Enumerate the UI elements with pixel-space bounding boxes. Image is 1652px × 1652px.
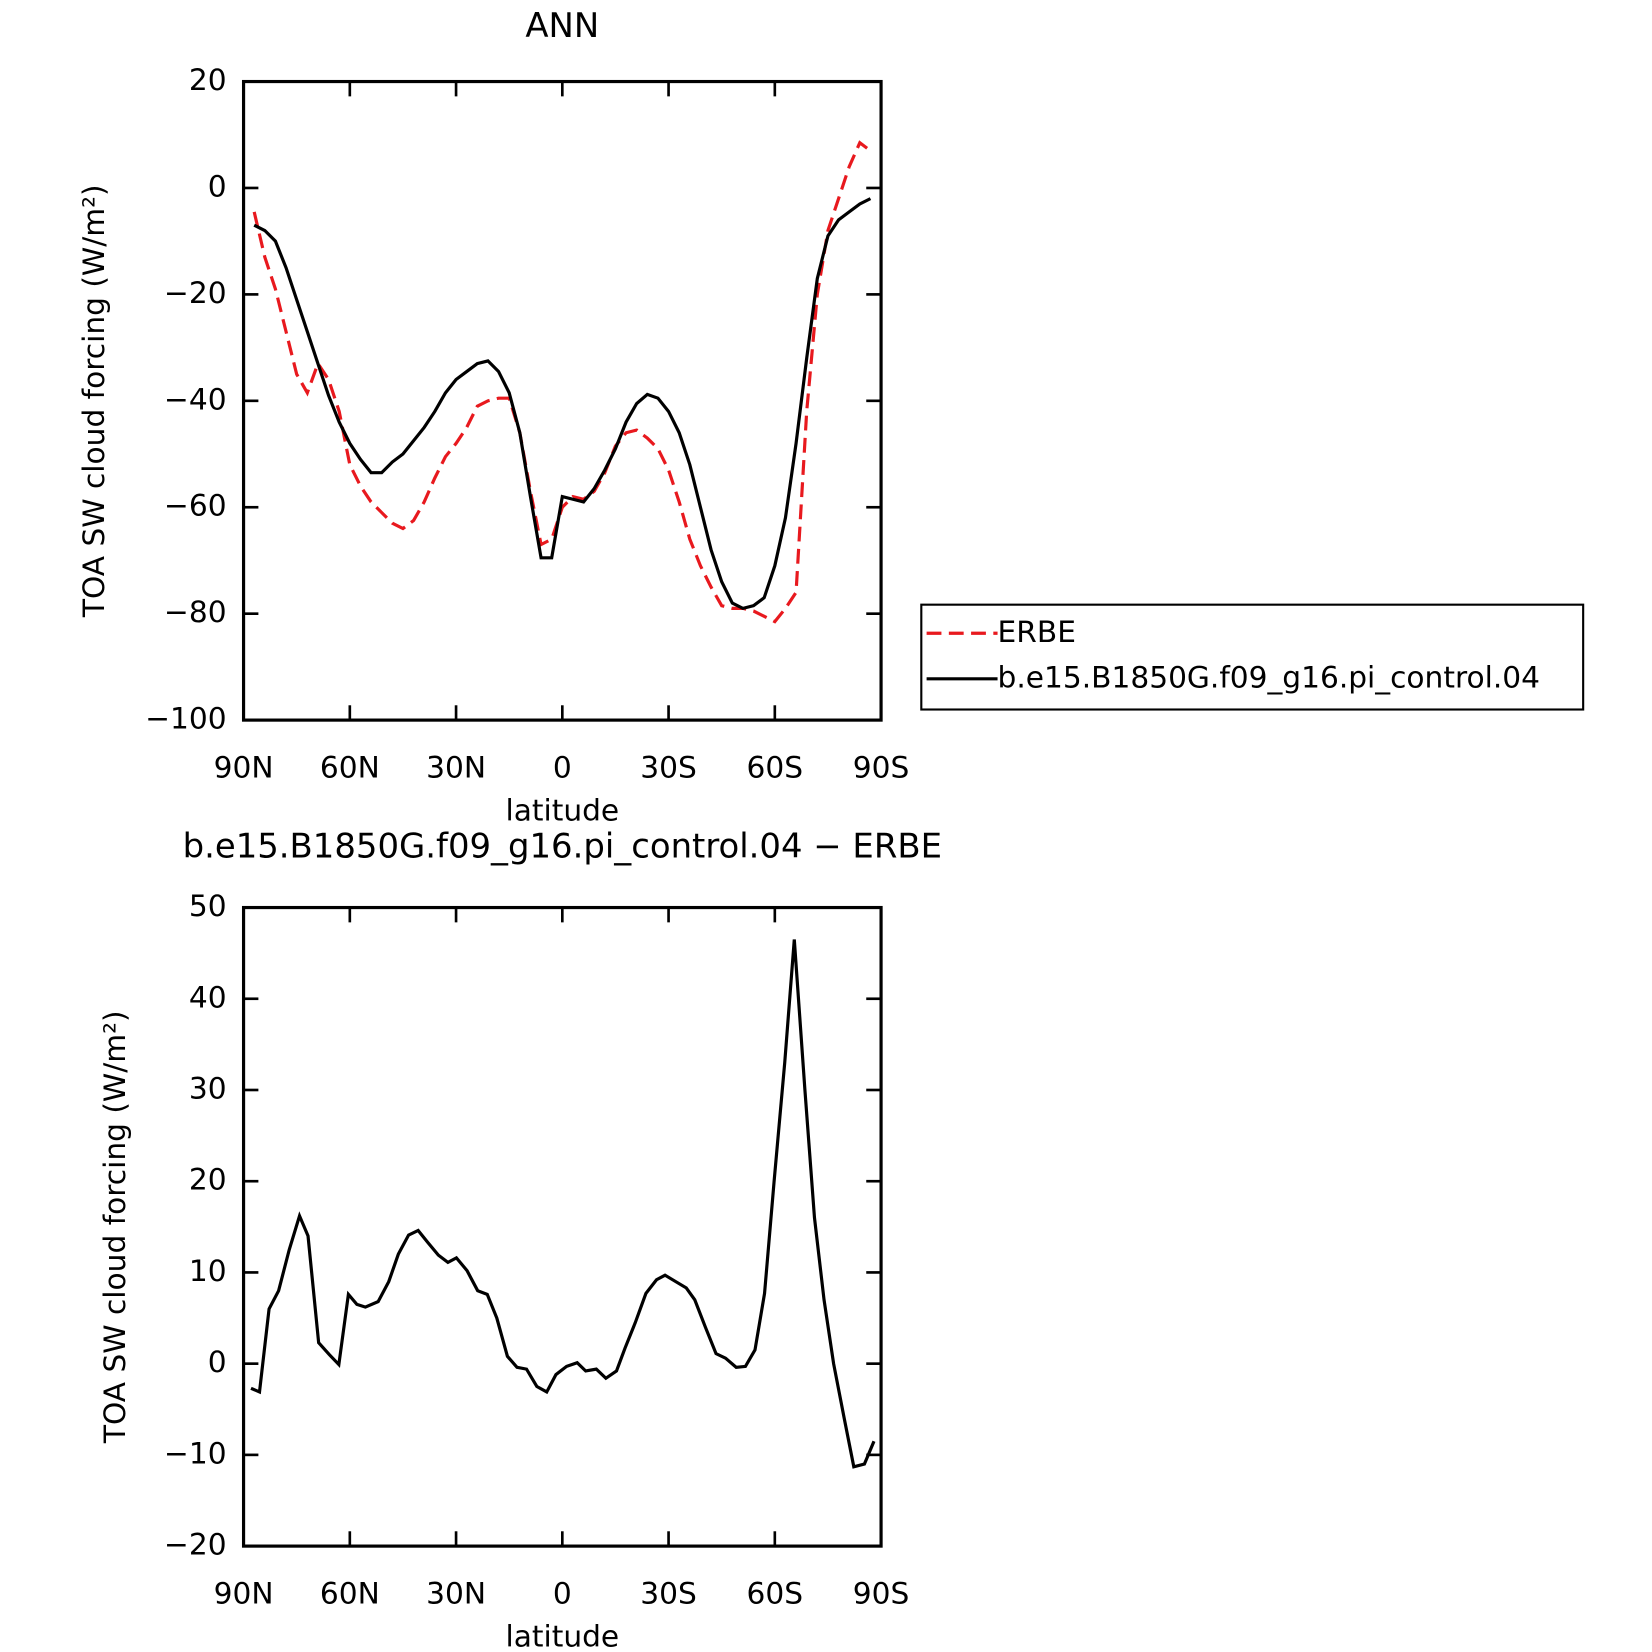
x-tick-label: 30S bbox=[640, 749, 697, 784]
y-tick-label: −40 bbox=[164, 381, 227, 416]
x-axis-label: latitude bbox=[505, 793, 619, 828]
y-tick-label: 20 bbox=[189, 62, 227, 97]
y-tick-label: 10 bbox=[189, 1253, 227, 1288]
y-tick-label: −20 bbox=[164, 275, 227, 310]
y-tick-label: 30 bbox=[189, 1070, 227, 1105]
x-tick-label: 90N bbox=[214, 1575, 274, 1610]
x-tick-label: 30N bbox=[426, 749, 486, 784]
x-tick-label: 90S bbox=[853, 1575, 910, 1610]
y-tick-label: 40 bbox=[189, 979, 227, 1014]
y-axis-label: TOA SW cloud forcing (W/m²) bbox=[76, 184, 111, 618]
x-tick-label: 0 bbox=[553, 749, 572, 784]
data-line bbox=[250, 939, 876, 1469]
x-tick-label: 30N bbox=[426, 1575, 486, 1610]
x-tick-label: 60N bbox=[320, 749, 380, 784]
x-tick-label: 0 bbox=[553, 1575, 572, 1610]
x-axis-label: latitude bbox=[505, 1619, 619, 1652]
y-tick-label: 0 bbox=[208, 1344, 227, 1379]
x-tick-label: 90S bbox=[853, 749, 910, 784]
plot-frame bbox=[241, 905, 883, 1548]
y-tick-label: −80 bbox=[164, 594, 227, 629]
legend-label: b.e15.B1850G.f09_g16.pi_control.04 bbox=[998, 659, 1540, 694]
y-tick-label: 0 bbox=[208, 168, 227, 203]
y-tick-label: −100 bbox=[145, 701, 226, 736]
y-tick-label: −20 bbox=[164, 1527, 227, 1562]
plot-frame bbox=[241, 79, 883, 722]
chart-title: ANN bbox=[525, 6, 599, 45]
y-tick-label: 20 bbox=[189, 1162, 227, 1197]
legend-box bbox=[920, 603, 1585, 711]
y-tick-label: 50 bbox=[189, 888, 227, 923]
y-axis-label: TOA SW cloud forcing (W/m²) bbox=[97, 1010, 132, 1444]
y-tick-label: −10 bbox=[164, 1435, 227, 1470]
chart-title: b.e15.B1850G.f09_g16.pi_control.04 − ERB… bbox=[183, 827, 942, 866]
x-tick-label: 90N bbox=[214, 749, 274, 784]
data-line bbox=[253, 197, 872, 611]
x-tick-label: 60N bbox=[320, 1575, 380, 1610]
x-tick-label: 30S bbox=[640, 1575, 697, 1610]
x-tick-label: 60S bbox=[747, 1575, 804, 1610]
y-tick-label: −60 bbox=[164, 488, 227, 523]
x-tick-label: 60S bbox=[747, 749, 804, 784]
data-line bbox=[252, 140, 872, 624]
legend-label: ERBE bbox=[998, 614, 1076, 649]
